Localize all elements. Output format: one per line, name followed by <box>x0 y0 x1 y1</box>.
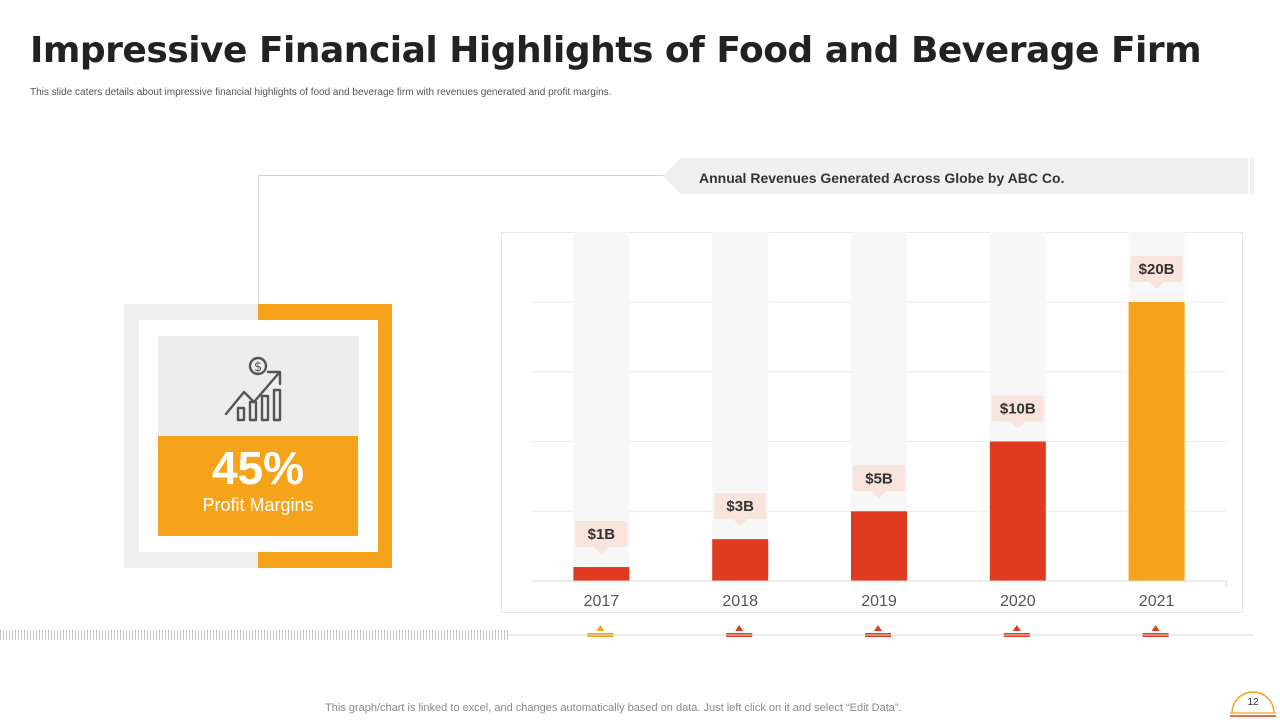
bar <box>712 539 769 581</box>
connector-line-vertical <box>258 175 259 305</box>
timeline-marker-arrow <box>1012 625 1021 631</box>
x-tick-label: 2017 <box>584 593 620 610</box>
kpi-label: Profit Margins <box>202 495 314 515</box>
data-label-bg <box>853 465 905 492</box>
connector-line-horizontal <box>258 175 668 176</box>
footer-note: This graph/chart is linked to excel, and… <box>325 702 902 714</box>
page-number: 12 <box>1247 697 1259 708</box>
timeline-marker-arrow <box>874 625 882 631</box>
kpi-icon-panel <box>158 336 359 436</box>
x-tick-label: 2018 <box>722 593 758 610</box>
timeline-marker-arrow <box>1151 625 1160 631</box>
data-label: $20B <box>1139 261 1175 278</box>
page-title: Impressive Financial Highlights of Food … <box>30 30 1202 71</box>
bar <box>851 511 907 581</box>
data-label-bg <box>714 493 767 520</box>
data-label-pointer <box>594 547 609 555</box>
data-label-bg <box>575 521 628 548</box>
timeline-marker-arrow <box>735 625 744 631</box>
data-label-bg <box>1130 256 1183 282</box>
data-label-pointer <box>872 491 886 499</box>
bar-track <box>712 232 769 581</box>
bar <box>573 567 630 581</box>
bar <box>989 441 1046 581</box>
page-number-badge <box>1230 691 1276 717</box>
data-label: $3B <box>726 498 754 515</box>
timeline-hatch <box>0 630 508 640</box>
data-label: $1B <box>588 526 616 543</box>
data-label-pointer <box>733 519 748 527</box>
kpi-value: 45% <box>211 442 305 494</box>
x-tick-label: 2020 <box>1000 593 1036 610</box>
money-growth-chart-icon: $ <box>224 356 282 422</box>
data-label-bg <box>991 395 1044 422</box>
data-label: $5B <box>865 470 893 487</box>
page-subtitle: This slide caters details about impressi… <box>30 87 612 98</box>
data-label: $10B <box>1000 401 1036 418</box>
bar <box>1128 302 1185 581</box>
timeline-marker-arrow <box>596 625 605 631</box>
chart-title-banner <box>663 158 1248 194</box>
chart-title: Annual Revenues Generated Across Globe b… <box>699 170 1065 186</box>
kpi-value-panel <box>158 436 358 536</box>
chart-title-banner-edge <box>1250 158 1254 194</box>
data-label-pointer <box>1149 282 1164 289</box>
x-tick-label: 2021 <box>1139 593 1175 610</box>
data-label-pointer <box>1010 421 1025 429</box>
svg-text:$: $ <box>254 360 262 375</box>
x-tick-label: 2019 <box>861 593 897 610</box>
